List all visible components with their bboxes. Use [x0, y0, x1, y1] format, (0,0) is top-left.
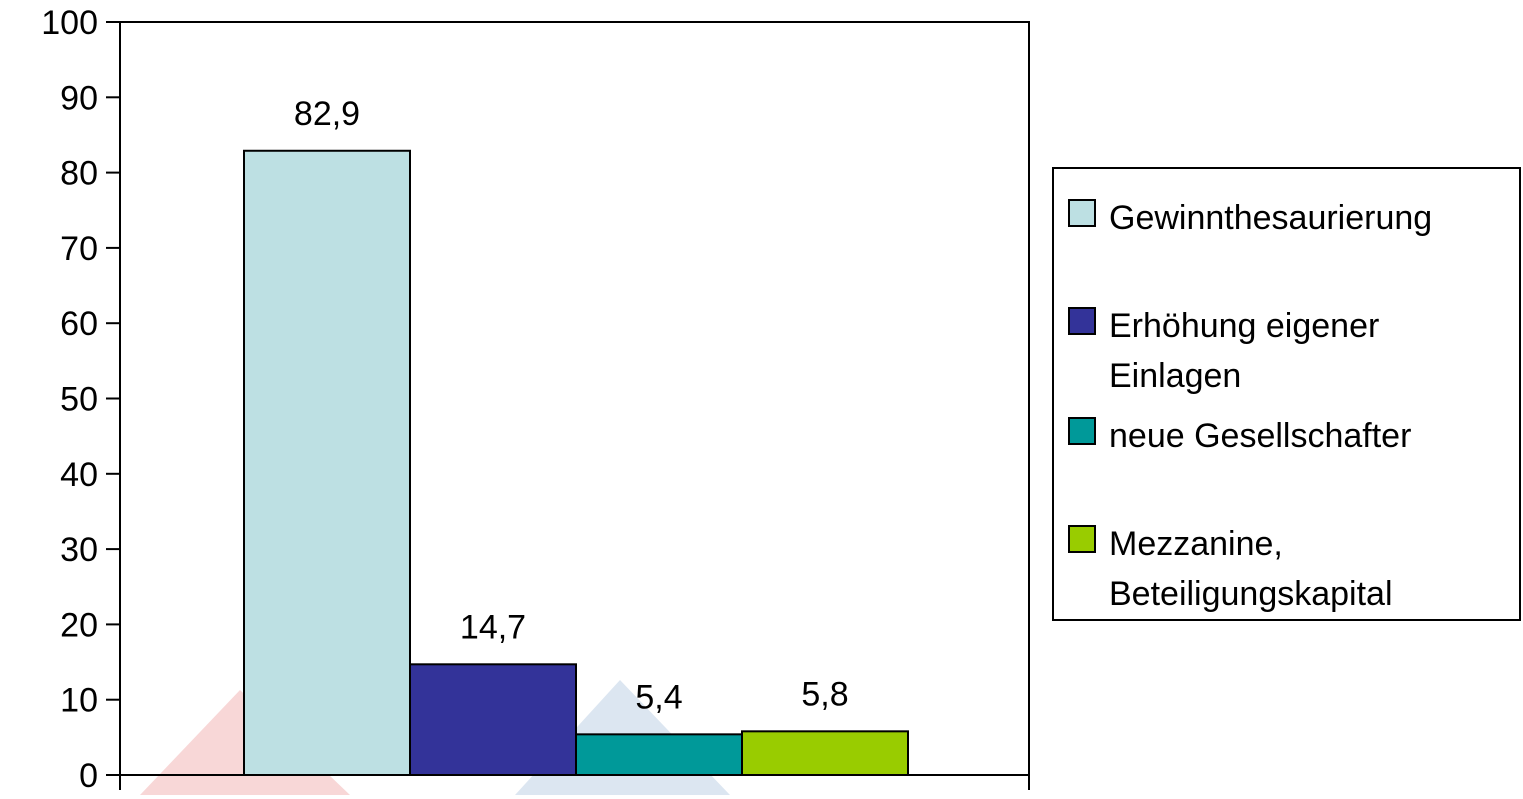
- legend-label-1: Gewinnthesaurierung: [1109, 199, 1432, 237]
- bar-2: [409, 663, 577, 777]
- bars: [243, 149, 909, 777]
- y-tick-label: 30: [60, 531, 98, 569]
- bar-3: [575, 733, 743, 777]
- bar-1: [243, 149, 411, 776]
- y-tick-label: 40: [60, 456, 98, 494]
- y-tick-label: 10: [60, 682, 98, 720]
- bar-4: [741, 730, 909, 776]
- data-label-3: 5,4: [635, 678, 682, 716]
- legend-frame: [1052, 167, 1521, 621]
- legend-label-2: Einlagen: [1109, 357, 1241, 395]
- legend-label-4: Beteiligungskapital: [1109, 575, 1393, 613]
- y-tick-label: 90: [60, 79, 98, 117]
- y-tick-label: 80: [60, 155, 98, 193]
- data-label-2: 14,7: [460, 608, 526, 646]
- legend-swatch-4: [1068, 525, 1096, 553]
- y-tick-label: 50: [60, 381, 98, 419]
- legend-label-4: Mezzanine,: [1109, 525, 1283, 563]
- y-tick-label: 70: [60, 230, 98, 268]
- y-tick-label: 60: [60, 305, 98, 343]
- legend-swatch-2: [1068, 307, 1096, 335]
- y-axis: 0 10 20 30 40 50 60 70 80 90 100: [41, 4, 1030, 795]
- legend-label-2: Erhöhung eigener: [1109, 307, 1379, 345]
- data-label-4: 5,8: [801, 675, 848, 713]
- y-tick-label: 100: [41, 4, 98, 42]
- legend-label-3: neue Gesellschafter: [1109, 417, 1411, 455]
- y-tick-label: 20: [60, 606, 98, 644]
- data-labels: 82,9 14,7 5,4 5,8: [294, 95, 849, 717]
- legend: Gewinnthesaurierung Erhöhung eigener Einla…: [1052, 167, 1521, 621]
- plot-frame: [119, 21, 1030, 776]
- data-label-1: 82,9: [294, 95, 360, 133]
- legend-swatch-3: [1068, 417, 1096, 445]
- y-tick-label: 0: [79, 757, 98, 795]
- legend-swatch-1: [1068, 199, 1096, 227]
